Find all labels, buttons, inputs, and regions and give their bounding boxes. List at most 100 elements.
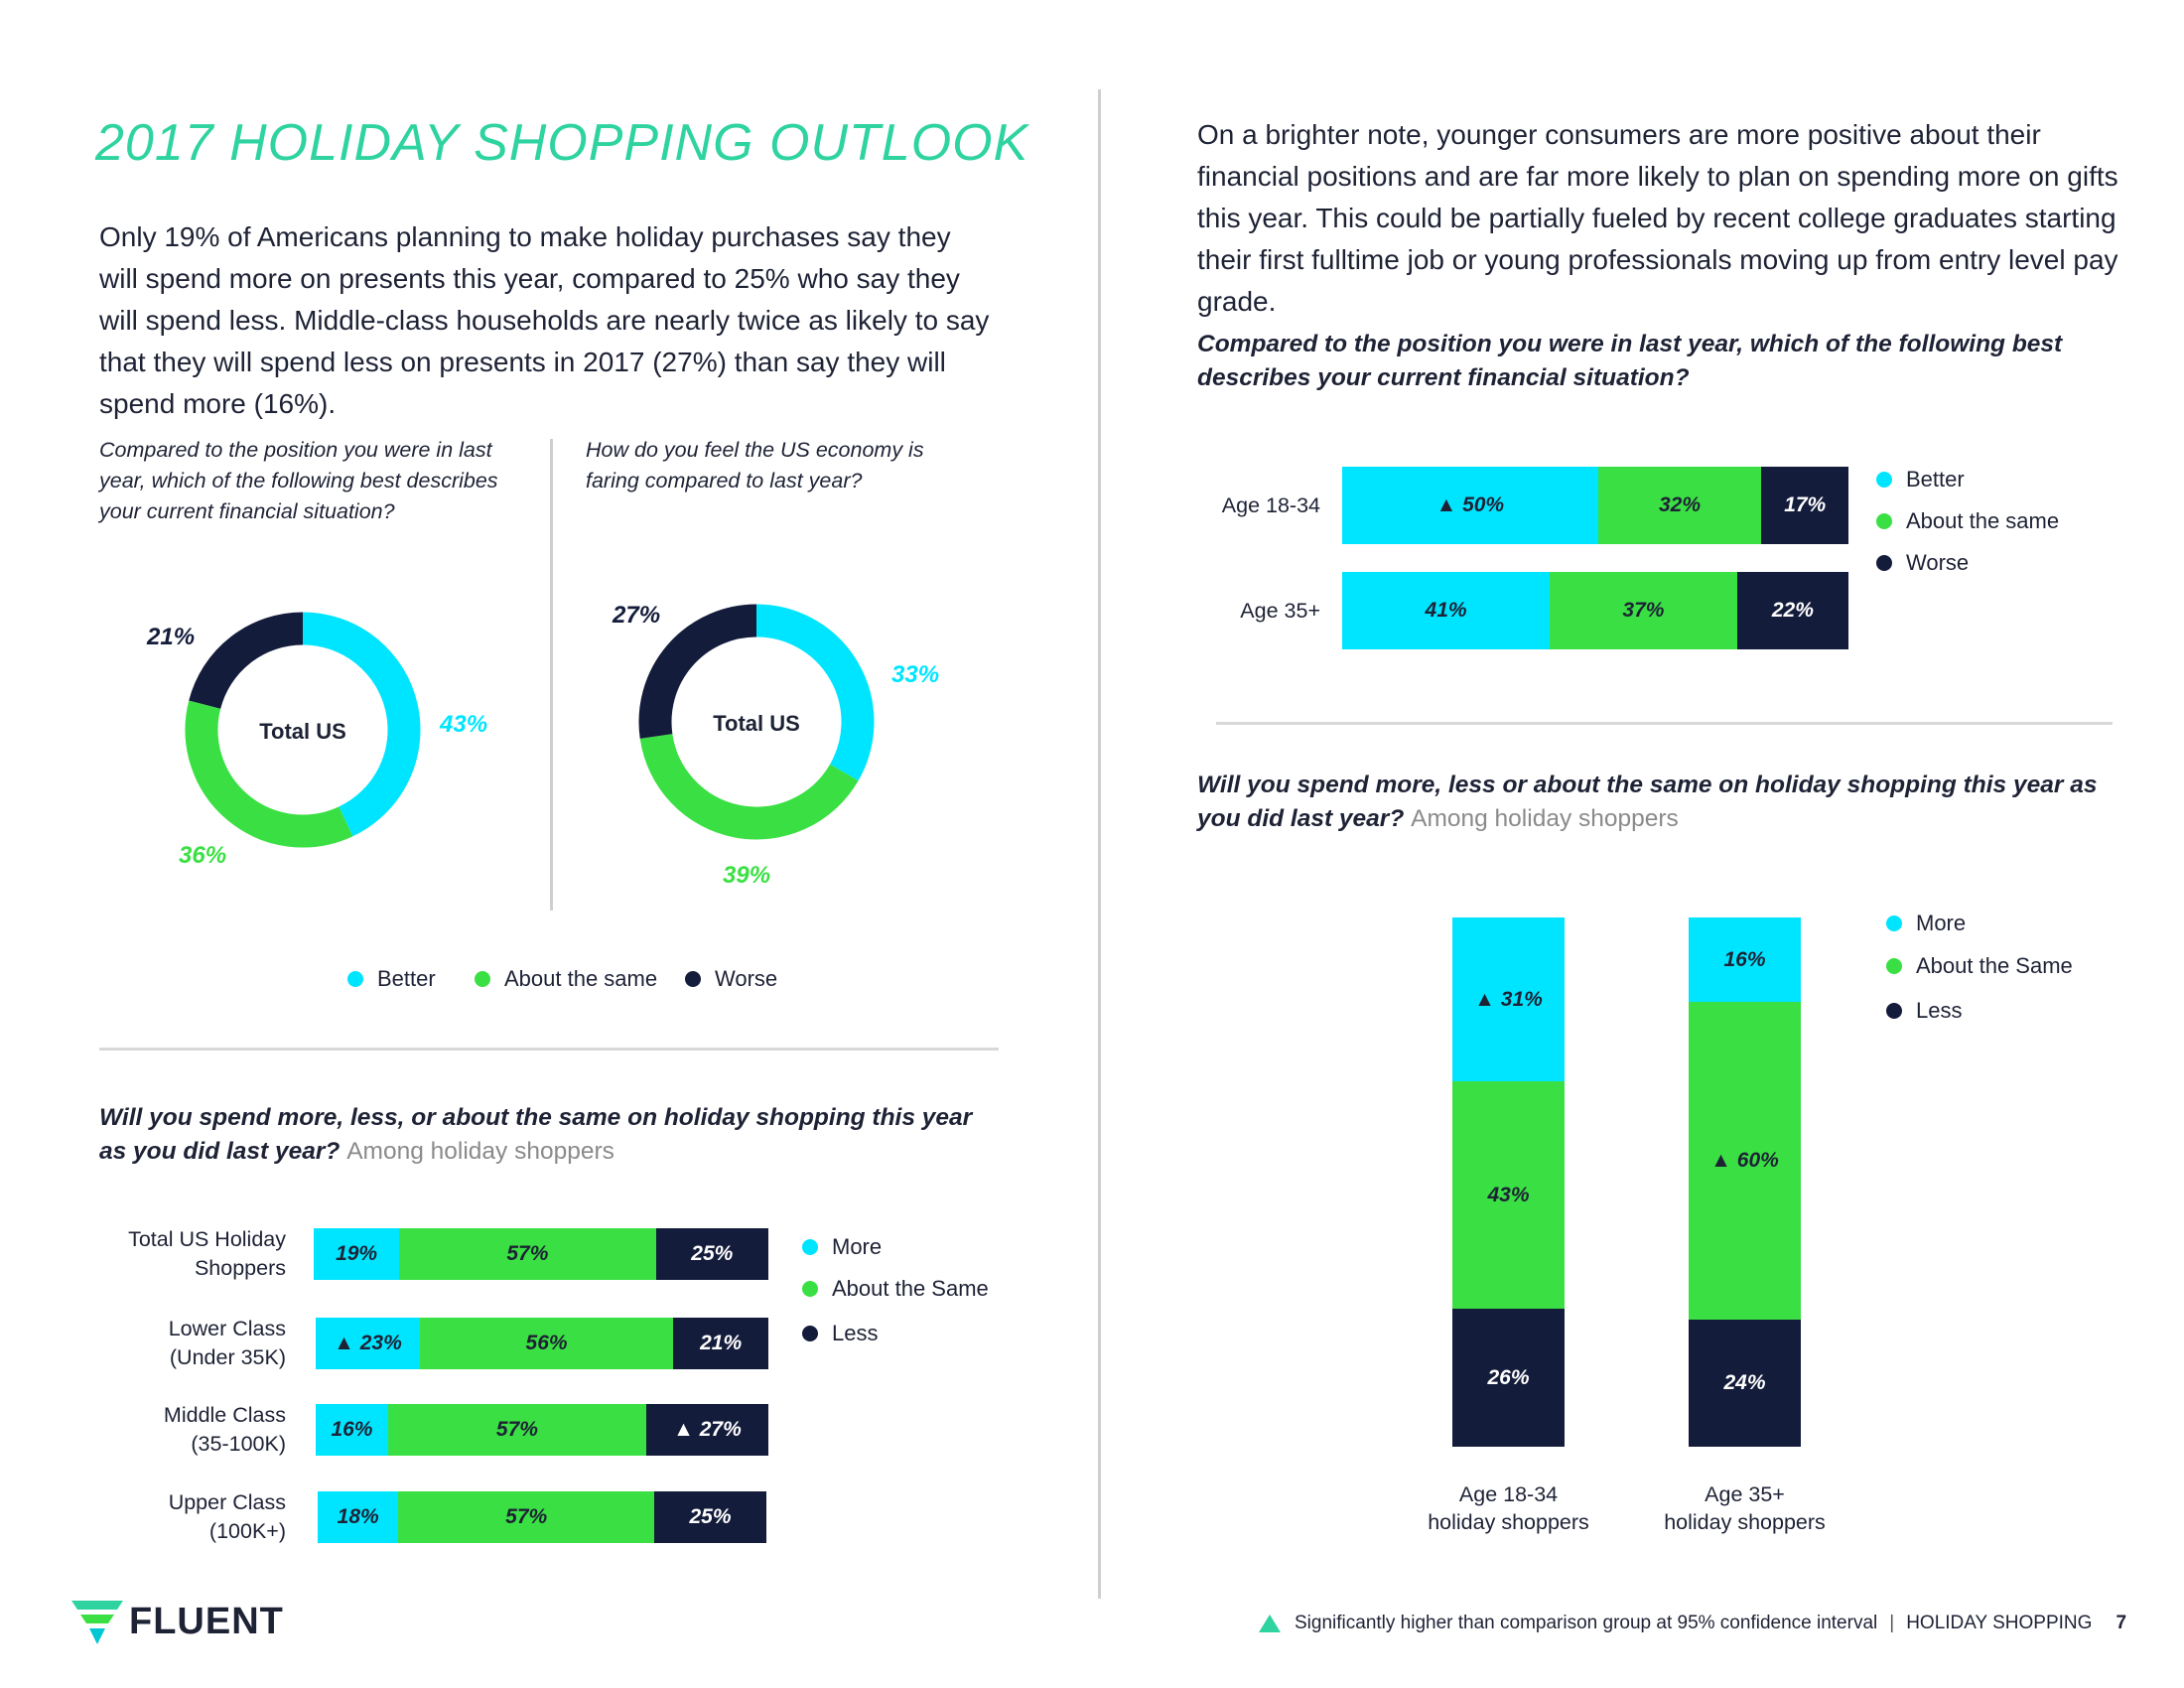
bar-segment-less: 25% — [654, 1491, 766, 1543]
legend-dot-more — [802, 1239, 818, 1255]
left-section-divider — [99, 1048, 999, 1051]
column-segment-more: ▲ 31% — [1452, 917, 1565, 1082]
bar-row-label: Upper Class (100K+) — [168, 1490, 286, 1543]
donut-slice-worse — [638, 604, 757, 739]
donut1-question: Compared to the position you were in las… — [99, 438, 498, 523]
column-segment-about-the-same: 43% — [1452, 1081, 1565, 1310]
column-segment-less: 26% — [1452, 1309, 1565, 1447]
bar-segment-more: 18% — [318, 1491, 399, 1543]
legend-dot-same-col — [1886, 958, 1902, 974]
bar-segment-about-the-same: 37% — [1550, 572, 1737, 649]
footer-note-text: Significantly higher than comparison gro… — [1295, 1613, 1878, 1633]
bar-segment-worse: 17% — [1761, 467, 1848, 544]
legend-dot-better — [347, 971, 363, 987]
donut-legend-same: About the same — [475, 966, 657, 992]
donut2-question: How do you feel the US economy is faring… — [586, 438, 924, 492]
bar-segment-about-the-same: 57% — [387, 1404, 646, 1456]
donut2-center-label: Total US — [713, 711, 800, 736]
spend-question-left-text: Will you spend more, less, or about the … — [99, 1104, 973, 1165]
legend-text-better: Better — [377, 966, 436, 991]
donut-chart-economy — [638, 604, 875, 840]
donut-chart-financial — [185, 612, 421, 848]
column-segment-more: 16% — [1689, 917, 1801, 1003]
legend-dot-worse-age — [1876, 555, 1892, 571]
bar-row-label: Age 35+ — [1240, 598, 1320, 623]
col-legend-more: More — [1886, 911, 1966, 936]
footer-note: Significantly higher than comparison gro… — [1259, 1613, 2126, 1634]
donut-legend-worse: Worse — [685, 966, 777, 992]
legend-text-same-age: About the same — [1906, 508, 2060, 533]
bar-segment-about-the-same: 57% — [399, 1228, 656, 1280]
col-legend-less: Less — [1886, 998, 1962, 1024]
donut2-worse-label: 27% — [613, 602, 661, 629]
spend-legend-same: About the Same — [802, 1276, 989, 1302]
footer-section: HOLIDAY SHOPPING — [1906, 1613, 2093, 1633]
donut-slice-better — [302, 612, 421, 837]
column-segment-less: 24% — [1689, 1320, 1801, 1447]
bar-segment-about-the-same: 56% — [419, 1318, 674, 1369]
spend-question-right-text: Will you spend more, less or about the s… — [1197, 772, 2098, 832]
bar-segment-less: 21% — [673, 1318, 768, 1369]
bar-segment-about-the-same: 32% — [1597, 467, 1762, 544]
legend-text-more-col: More — [1916, 911, 1967, 935]
legend-text-better-age: Better — [1906, 467, 1965, 492]
right-intro-paragraph: On a brighter note, younger consumers ar… — [1197, 119, 2118, 317]
spend-question-left: Will you spend more, less, or about the … — [99, 1101, 993, 1169]
column-category-label: Age 35+ holiday shoppers — [1664, 1482, 1826, 1534]
legend-dot-same-spend — [802, 1281, 818, 1297]
legend-dot-better-age — [1876, 472, 1892, 488]
age-legend-better: Better — [1876, 467, 1965, 492]
bar-segment-more: ▲ 23% — [316, 1318, 420, 1369]
legend-dot-more-col — [1886, 915, 1902, 931]
legend-dot-worse — [685, 971, 701, 987]
intro-paragraph: Only 19% of Americans planning to make h… — [99, 221, 990, 419]
financial-question-right: Compared to the position you were in las… — [1197, 331, 2063, 391]
bar-segment-worse: 22% — [1736, 572, 1848, 649]
spend-legend-less: Less — [802, 1321, 878, 1346]
donut-slice-worse — [189, 612, 304, 710]
bar-segment-about-the-same: 57% — [398, 1491, 654, 1543]
spend-legend-more: More — [802, 1234, 882, 1260]
donut-slice-better — [755, 604, 875, 781]
bar-row-label: Lower Class (Under 35K) — [168, 1317, 286, 1369]
age-legend-worse: Worse — [1876, 550, 1969, 576]
right-section-divider — [1216, 722, 2113, 725]
legend-text-less-col: Less — [1916, 998, 1963, 1023]
bar-row-label: Age 18-34 — [1221, 492, 1320, 517]
bar-segment-better: ▲ 50% — [1342, 467, 1598, 544]
age-legend-same: About the same — [1876, 508, 2059, 534]
donut1-worse-label: 21% — [147, 624, 196, 650]
legend-dot-same — [475, 971, 490, 987]
bar-segment-more: 19% — [314, 1228, 400, 1280]
page-number: 7 — [2116, 1613, 2127, 1633]
legend-text-same-col: About the Same — [1916, 953, 2073, 978]
brand-name: FLUENT — [129, 1601, 284, 1642]
legend-text-same-spend: About the Same — [832, 1276, 989, 1301]
donut-slice-about-the-same — [639, 733, 859, 840]
bar-row-label: Total US Holiday Shoppers — [128, 1227, 286, 1280]
donut1-same-label: 36% — [179, 842, 227, 869]
triangle-up-icon — [1259, 1615, 1281, 1632]
donut1-center-label: Total US — [259, 719, 346, 744]
legend-text-worse: Worse — [715, 966, 778, 991]
bar-segment-better: 41% — [1342, 572, 1551, 649]
column-divider — [550, 439, 553, 911]
legend-text-worse-age: Worse — [1906, 550, 1970, 575]
donut-slice-about-the-same — [185, 700, 353, 848]
legend-dot-less — [802, 1326, 818, 1341]
column-segment-about-the-same: ▲ 60% — [1689, 1002, 1801, 1321]
legend-dot-same-age — [1876, 513, 1892, 529]
fluent-logo-icon — [71, 1601, 131, 1650]
legend-dot-less-col — [1886, 1003, 1902, 1019]
bar-segment-more: 16% — [316, 1404, 388, 1456]
col-legend-same: About the Same — [1886, 953, 2073, 979]
spend-question-right-subtitle: Among holiday shoppers — [1411, 805, 1679, 832]
donut2-same-label: 39% — [723, 862, 771, 889]
page-center-divider — [1098, 89, 1101, 1599]
column-category-label: Age 18-34 holiday shoppers — [1428, 1482, 1589, 1534]
bar-row-label: Middle Class (35-100K) — [163, 1403, 286, 1456]
spend-question-left-subtitle: Among holiday shoppers — [346, 1138, 614, 1165]
donut2-better-label: 33% — [891, 661, 940, 688]
legend-text-more: More — [832, 1234, 883, 1259]
footer-separator: | — [1889, 1613, 1895, 1633]
